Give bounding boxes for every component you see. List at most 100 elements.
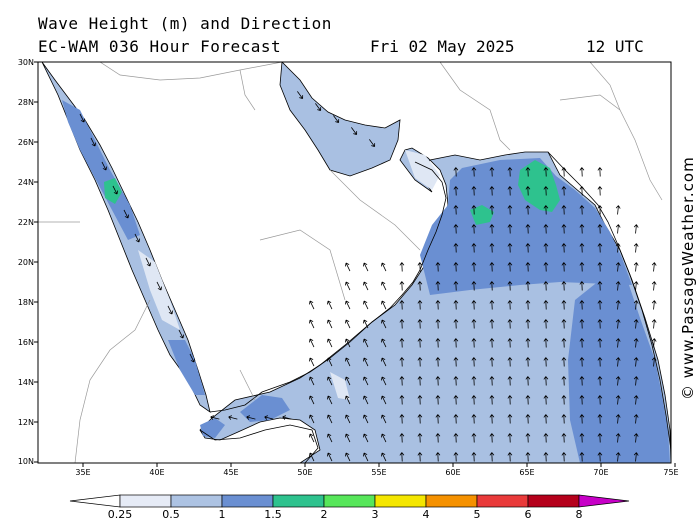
colorbar-min-arrow (69, 494, 121, 508)
direction-arrow (525, 338, 531, 348)
direction-arrow (525, 167, 531, 177)
direction-arrow (543, 414, 549, 424)
direction-arrow (615, 395, 621, 405)
direction-arrow (597, 395, 603, 405)
direction-arrow (363, 319, 369, 329)
direction-arrow (399, 395, 405, 405)
direction-arrow (417, 338, 423, 348)
direction-arrow (228, 415, 238, 420)
direction-arrow (417, 395, 423, 405)
direction-arrow (453, 433, 459, 443)
direction-arrow (489, 414, 495, 424)
direction-arrow (615, 300, 621, 310)
direction-arrow (309, 338, 315, 348)
direction-arrow (435, 300, 441, 310)
direction-arrow (507, 281, 513, 291)
direction-arrow (309, 433, 315, 443)
forecast-date: Fri 02 May 2025 (370, 37, 515, 56)
direction-arrow (525, 205, 531, 215)
direction-arrow (453, 338, 459, 348)
lon-label: 35E (75, 468, 91, 477)
direction-arrow (453, 167, 459, 177)
direction-arrow (417, 357, 423, 367)
credit-text: © www.PassageWeather.com (679, 156, 697, 400)
direction-arrow (597, 452, 603, 462)
direction-arrow (597, 376, 603, 386)
direction-arrow (507, 357, 513, 367)
direction-arrow (615, 452, 621, 462)
direction-arrow (345, 281, 351, 291)
direction-arrow (363, 262, 369, 272)
direction-arrow (345, 414, 351, 424)
direction-arrow (525, 224, 531, 234)
direction-arrow (543, 243, 549, 253)
direction-arrow (453, 186, 459, 196)
direction-arrow (327, 433, 333, 443)
direction-arrow (579, 414, 585, 424)
direction-arrow (453, 262, 459, 272)
direction-arrow (597, 300, 603, 310)
direction-arrow (189, 353, 195, 363)
direction-arrow (327, 452, 333, 462)
lat-label: 14N (17, 378, 34, 387)
direction-arrow (615, 224, 621, 234)
direction-arrow (633, 224, 639, 234)
direction-arrow (525, 376, 531, 386)
colorbar-swatch (527, 494, 580, 508)
direction-arrow (579, 186, 585, 196)
direction-arrow (489, 281, 495, 291)
direction-arrow (471, 376, 477, 386)
direction-arrow (543, 338, 549, 348)
direction-arrow (543, 300, 549, 310)
direction-arrow (471, 262, 477, 272)
colorbar-swatch (323, 494, 376, 508)
direction-arrow (399, 319, 405, 329)
direction-arrow (381, 414, 387, 424)
direction-arrow (615, 319, 621, 329)
direction-arrow (489, 395, 495, 405)
direction-arrow (417, 262, 423, 272)
direction-arrow (381, 319, 387, 329)
direction-arrow (579, 167, 585, 177)
direction-arrow (507, 319, 513, 329)
direction-arrow (369, 139, 376, 148)
forecast-time: 12 UTC (586, 37, 644, 56)
direction-arrow (651, 319, 657, 329)
colorbar-swatch (374, 494, 427, 508)
direction-arrow (309, 414, 315, 424)
direction-arrow (489, 186, 495, 196)
colorbar-label: 2 (320, 508, 328, 521)
direction-arrow (471, 281, 477, 291)
colorbar (69, 494, 630, 508)
direction-arrow (345, 357, 351, 367)
direction-arrow (345, 433, 351, 443)
direction-arrow (453, 452, 459, 462)
lat-label: 18N (17, 298, 34, 307)
forecast-subtitle: EC-WAM 036 Hour Forecast (38, 37, 282, 56)
swell-peak-small (470, 205, 494, 225)
lat-label: 10N (17, 457, 34, 466)
direction-arrow (282, 415, 292, 420)
direction-arrow (561, 186, 567, 196)
direction-arrow (435, 414, 441, 424)
direction-arrow (543, 319, 549, 329)
colorbar-swatch (425, 494, 478, 508)
direction-arrow (561, 281, 567, 291)
direction-arrow (615, 338, 621, 348)
direction-arrow (561, 395, 567, 405)
direction-arrow (399, 414, 405, 424)
direction-arrow (597, 281, 603, 291)
direction-arrow (561, 338, 567, 348)
direction-arrow (471, 395, 477, 405)
direction-arrow (435, 262, 441, 272)
direction-arrow (489, 205, 495, 215)
direction-arrow (381, 395, 387, 405)
direction-arrow (381, 376, 387, 386)
lon-label: 75E (663, 468, 679, 477)
direction-arrow (309, 300, 315, 310)
colorbar-label: 4 (422, 508, 430, 521)
direction-arrow (651, 300, 657, 310)
direction-arrow (345, 452, 351, 462)
direction-arrow (345, 262, 351, 272)
